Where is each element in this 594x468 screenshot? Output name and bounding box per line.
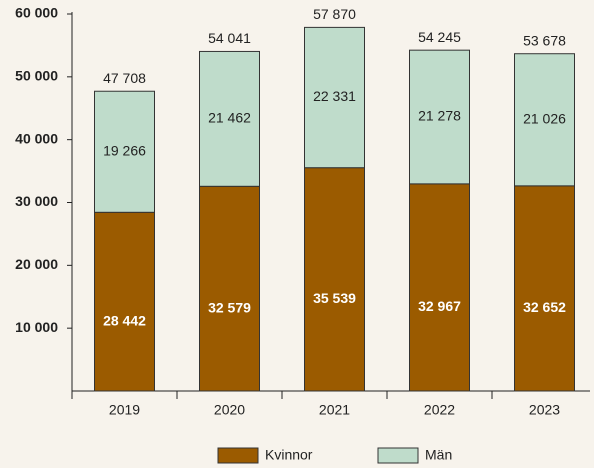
total-label: 57 870 (313, 6, 356, 22)
x-tick-label: 2022 (424, 402, 455, 418)
bar-segment (304, 26, 365, 169)
y-tick-label: 40 000 (15, 130, 58, 146)
legend-swatch (377, 447, 419, 464)
total-label: 54 245 (418, 29, 461, 45)
x-tick-label: 2023 (529, 402, 560, 418)
bar-segment (514, 53, 575, 187)
value-label: 32 579 (208, 299, 251, 315)
value-label: 32 652 (523, 299, 566, 315)
legend-label: Kvinnor (265, 447, 313, 463)
total-label: 47 708 (103, 70, 146, 86)
value-label: 21 278 (418, 108, 461, 124)
legend-swatch (217, 447, 259, 464)
total-label: 53 678 (523, 32, 566, 48)
y-tick-label: 10 000 (15, 319, 58, 335)
value-label: 19 266 (103, 142, 146, 158)
value-label: 28 442 (103, 312, 146, 328)
value-label: 32 967 (418, 298, 461, 314)
value-label: 21 026 (523, 110, 566, 126)
bar-segment (304, 167, 365, 392)
y-tick-label: 20 000 (15, 256, 58, 272)
bar-segment (514, 185, 575, 392)
value-label: 35 539 (313, 290, 356, 306)
bar-segment (199, 185, 260, 392)
legend-label: Män (425, 447, 452, 463)
value-label: 22 331 (313, 88, 356, 104)
total-label: 54 041 (208, 30, 251, 46)
bar-segment (94, 211, 155, 392)
bar-segment (199, 50, 260, 187)
x-tick-label: 2019 (109, 402, 140, 418)
value-label: 21 462 (208, 110, 251, 126)
x-tick-label: 2020 (214, 402, 245, 418)
bar-segment (94, 90, 155, 213)
y-tick-label: 50 000 (15, 68, 58, 84)
x-tick-label: 2021 (319, 402, 350, 418)
bar-segment (409, 183, 470, 392)
y-tick-label: 60 000 (15, 5, 58, 21)
bar-segment (409, 49, 470, 185)
y-tick-label: 30 000 (15, 193, 58, 209)
